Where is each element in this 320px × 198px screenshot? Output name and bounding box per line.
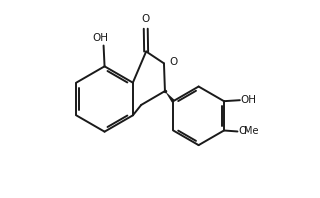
Text: OH: OH	[241, 95, 257, 105]
Text: O: O	[170, 57, 178, 67]
Text: Me: Me	[244, 127, 258, 136]
Text: OH: OH	[92, 32, 108, 43]
Polygon shape	[165, 91, 175, 102]
Text: O: O	[238, 127, 247, 136]
Text: O: O	[142, 14, 150, 24]
